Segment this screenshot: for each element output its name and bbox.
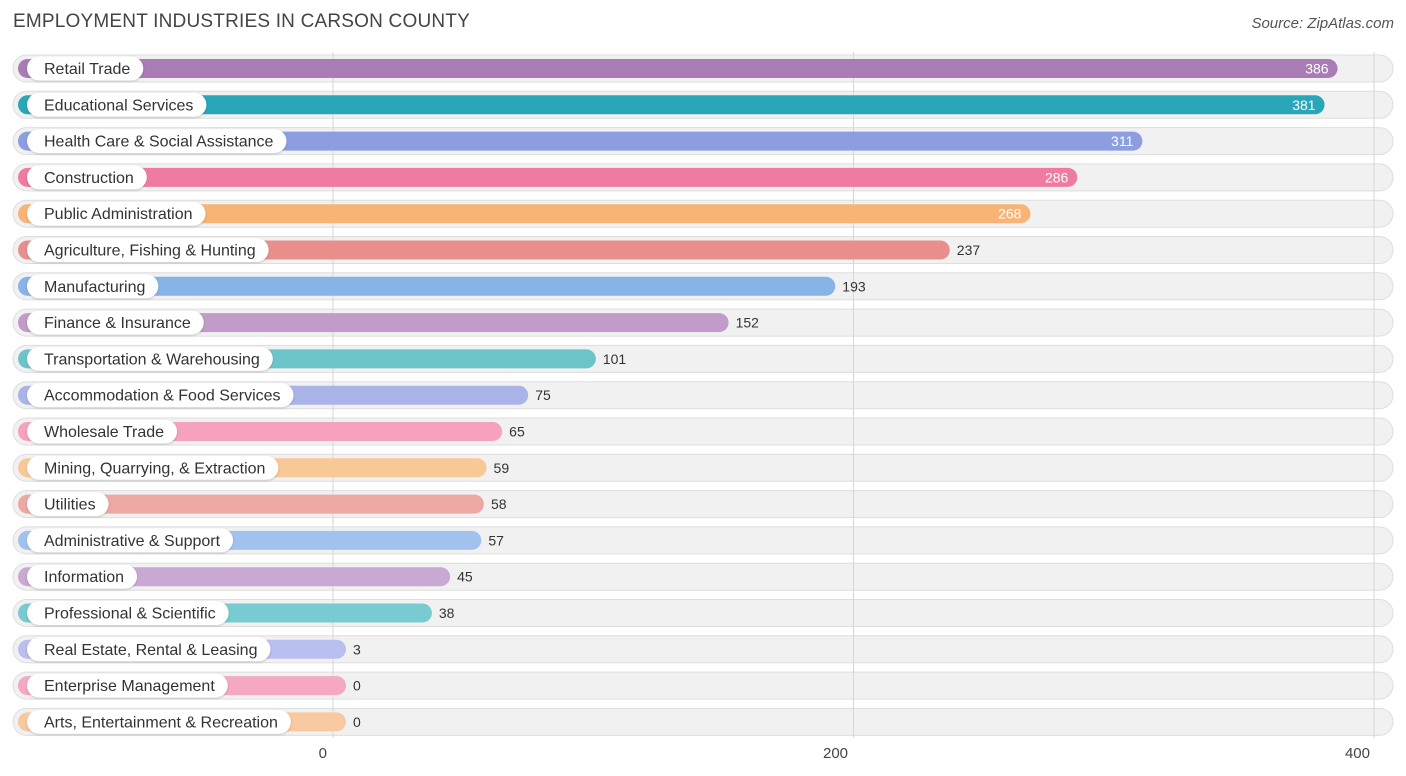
category-label: Public Administration [44,206,193,223]
value-label: 38 [439,605,455,621]
value-label: 65 [509,424,525,440]
category-label-pill [27,528,234,553]
chart-source: Source: ZipAtlas.com [1251,15,1394,32]
category-label: Transportation & Warehousing [44,351,260,368]
value-label: 193 [842,278,866,294]
category-label: Manufacturing [44,279,145,296]
category-label-pill [27,238,269,262]
value-label: 237 [957,242,981,258]
category-label-pill [27,637,271,662]
category-label-pill [27,709,291,734]
value-label: 3 [353,641,361,657]
category-label: Agriculture, Fishing & Hunting [44,243,256,260]
axis-tick-label: 0 [319,745,327,762]
category-label: Construction [44,170,134,187]
value-label: 58 [491,496,507,512]
category-label: Enterprise Management [44,678,215,695]
axis-tick-label: 400 [1345,745,1370,762]
category-label-pill [27,564,138,589]
category-label: Real Estate, Rental & Leasing [44,642,257,659]
category-label-pill [27,201,206,226]
category-label: Arts, Entertainment & Recreation [44,714,278,731]
category-label-pill [27,601,229,625]
bar [18,494,484,514]
bar [18,59,1338,78]
row-background [12,707,1394,736]
category-label: Educational Services [44,97,193,114]
bar [18,167,1078,187]
category-label: Accommodation & Food Services [44,388,281,405]
value-label: 286 [1045,169,1069,185]
category-label: Information [44,569,124,586]
category-label-pill [27,673,228,698]
category-label-pill [27,92,207,117]
bar [18,95,1325,115]
category-label: Professional & Scientific [44,606,216,623]
category-label: Finance & Insurance [44,315,191,332]
value-label: 45 [457,569,473,585]
bar [18,131,1143,151]
value-label: 75 [535,387,551,403]
value-label: 381 [1292,97,1316,113]
category-label-pill [27,129,287,154]
category-label-pill [27,346,273,371]
category-label: Utilities [44,497,96,514]
row-background [12,635,1394,664]
value-label: 101 [603,351,627,367]
category-label-pill [27,383,294,408]
value-label: 0 [353,714,361,730]
value-label: 311 [1111,133,1134,149]
value-label: 268 [998,206,1022,222]
value-label: 0 [353,678,361,694]
category-label-pill [27,274,159,299]
row-background [12,671,1394,700]
value-label: 386 [1305,61,1329,77]
bar [18,204,1031,224]
category-label: Wholesale Trade [44,424,164,441]
category-label: Mining, Quarrying, & Extraction [44,460,265,477]
category-label: Retail Trade [44,61,130,78]
category-label-pill [27,419,178,444]
category-label-pill [27,165,147,190]
value-label: 152 [736,315,760,331]
category-label-pill [27,492,109,517]
category-label: Health Care & Social Assistance [44,134,274,151]
category-label-pill [27,455,279,480]
category-label: Administrative & Support [44,533,221,550]
category-label-pill [27,56,144,81]
axis-tick-label: 200 [823,745,848,762]
bar [18,276,836,296]
category-label-pill [27,310,204,335]
chart-title: EMPLOYMENT INDUSTRIES IN CARSON COUNTY [13,11,470,32]
value-label: 59 [494,460,510,476]
value-label: 57 [488,532,504,548]
